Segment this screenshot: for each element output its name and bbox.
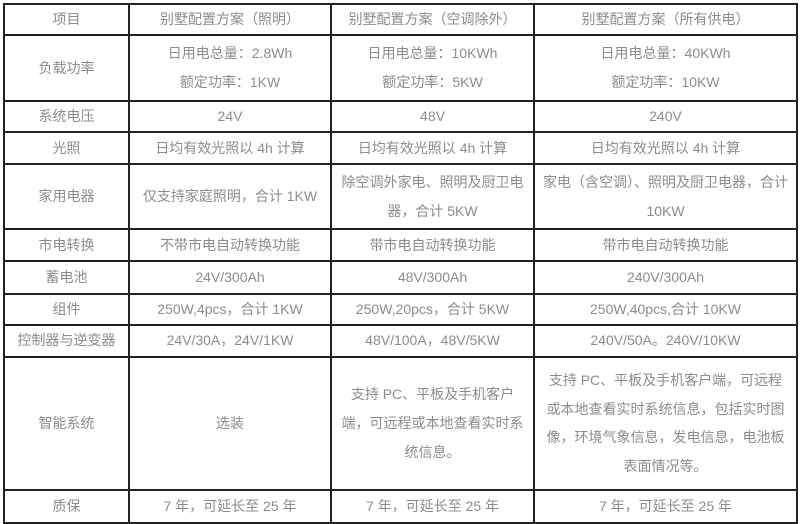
spec-table-container: 项目 别墅配置方案（照明） 别墅配置方案（空调除外） 别墅配置方案（所有供电） … xyxy=(3,3,798,524)
column-header-item: 项目 xyxy=(3,3,130,36)
table-row-smart-system: 智能系统 选装 支持 PC、平板及手机客户端，可远程或本地查看实时系统信息。 支… xyxy=(3,355,798,491)
spec-value-cell: 日均有效光照以 4h 计算 xyxy=(533,131,798,165)
column-header-plan-no-aircon: 别墅配置方案（空调除外） xyxy=(330,3,535,36)
table-row-system-voltage: 系统电压 24V 48V 240V xyxy=(3,100,798,133)
spec-value-cell: 日用电总量：40KWh 额定功率：10KW xyxy=(533,34,798,102)
spec-value-cell: 24V/300Ah xyxy=(128,260,332,295)
row-label: 蓄电池 xyxy=(3,260,130,295)
spec-value-cell: 仅支持家庭照明，合计 1KW xyxy=(128,163,332,230)
spec-value-cell: 240V/300Ah xyxy=(533,260,798,295)
spec-value-cell: 48V/300Ah xyxy=(330,260,535,295)
spec-value-cell: 支持 PC、平板及手机客户端，可远程或本地查看实时系统信息。 xyxy=(330,355,535,491)
row-label: 市电转换 xyxy=(3,228,130,262)
spec-value-cell: 选装 xyxy=(128,355,332,491)
table-row-sunlight: 光照 日均有效光照以 4h 计算 日均有效光照以 4h 计算 日均有效光照以 4… xyxy=(3,131,798,165)
table-row-modules: 组件 250W,4pcs，合计 1KW 250W,20pcs，合计 5KW 25… xyxy=(3,293,798,326)
row-label: 质保 xyxy=(3,488,130,524)
spec-value-cell: 7 年，可延长至 25 年 xyxy=(128,488,332,524)
row-label: 家用电器 xyxy=(3,163,130,230)
spec-value-cell: 日用电总量：10KWh 额定功率：5KW xyxy=(330,34,535,102)
spec-value-cell: 24V xyxy=(128,100,332,133)
column-header-plan-all-power: 别墅配置方案（所有供电） xyxy=(533,3,798,36)
spec-value-cell: 240V/50A。240V/10KW xyxy=(533,323,798,358)
spec-value-cell: 250W,20pcs，合计 5KW xyxy=(330,293,535,326)
spec-value-cell: 带市电自动转换功能 xyxy=(533,228,798,262)
spec-value-cell: 日均有效光照以 4h 计算 xyxy=(330,131,535,165)
spec-value-cell: 除空调外家电、照明及厨卫电器，合计 5KW xyxy=(330,163,535,230)
spec-value-cell: 日均有效光照以 4h 计算 xyxy=(128,131,332,165)
table-row-battery: 蓄电池 24V/300Ah 48V/300Ah 240V/300Ah xyxy=(3,260,798,295)
spec-value-cell: 7 年，可延长至 25 年 xyxy=(330,488,535,524)
row-label: 控制器与逆变器 xyxy=(3,323,130,358)
spec-value-cell: 日用电总量：2.8Wh 额定功率：1KW xyxy=(128,34,332,102)
spec-value-cell: 不带市电自动转换功能 xyxy=(128,228,332,262)
spec-value-cell: 250W,4pcs，合计 1KW xyxy=(128,293,332,326)
table-row-controller-inverter: 控制器与逆变器 24V/30A，24V/1KW 48V/100A，48V/5KW… xyxy=(3,323,798,358)
spec-value-cell: 48V/100A，48V/5KW xyxy=(330,323,535,358)
spec-value-cell: 带市电自动转换功能 xyxy=(330,228,535,262)
row-label: 系统电压 xyxy=(3,100,130,133)
spec-value-cell: 支持 PC、平板及手机客户端，可远程或本地查看实时系统信息，包括实时图像，环境气… xyxy=(533,355,798,491)
row-label: 组件 xyxy=(3,293,130,326)
column-header-plan-lighting: 别墅配置方案（照明） xyxy=(128,3,332,36)
table-row-home-appliances: 家用电器 仅支持家庭照明，合计 1KW 除空调外家电、照明及厨卫电器，合计 5K… xyxy=(3,163,798,230)
spec-value-cell: 7 年，可延长至 25 年 xyxy=(533,488,798,524)
spec-value-cell: 240V xyxy=(533,100,798,133)
spec-value-cell: 24V/30A，24V/1KW xyxy=(128,323,332,358)
table-row-load-power: 负载功率 日用电总量：2.8Wh 额定功率：1KW 日用电总量：10KWh 额定… xyxy=(3,34,798,102)
spec-value-cell: 家电（含空调）、照明及厨卫电器，合计 10KW xyxy=(533,163,798,230)
villa-configuration-spec-table: 项目 别墅配置方案（照明） 别墅配置方案（空调除外） 别墅配置方案（所有供电） … xyxy=(3,3,798,524)
row-label: 负载功率 xyxy=(3,34,130,102)
row-label: 智能系统 xyxy=(3,355,130,491)
table-row-warranty: 质保 7 年，可延长至 25 年 7 年，可延长至 25 年 7 年，可延长至 … xyxy=(3,488,798,524)
table-row-grid-switch: 市电转换 不带市电自动转换功能 带市电自动转换功能 带市电自动转换功能 xyxy=(3,228,798,262)
spec-value-cell: 250W,40pcs,合计 10KW xyxy=(533,293,798,326)
header-row: 项目 别墅配置方案（照明） 别墅配置方案（空调除外） 别墅配置方案（所有供电） xyxy=(3,3,798,36)
row-label: 光照 xyxy=(3,131,130,165)
spec-value-cell: 48V xyxy=(330,100,535,133)
